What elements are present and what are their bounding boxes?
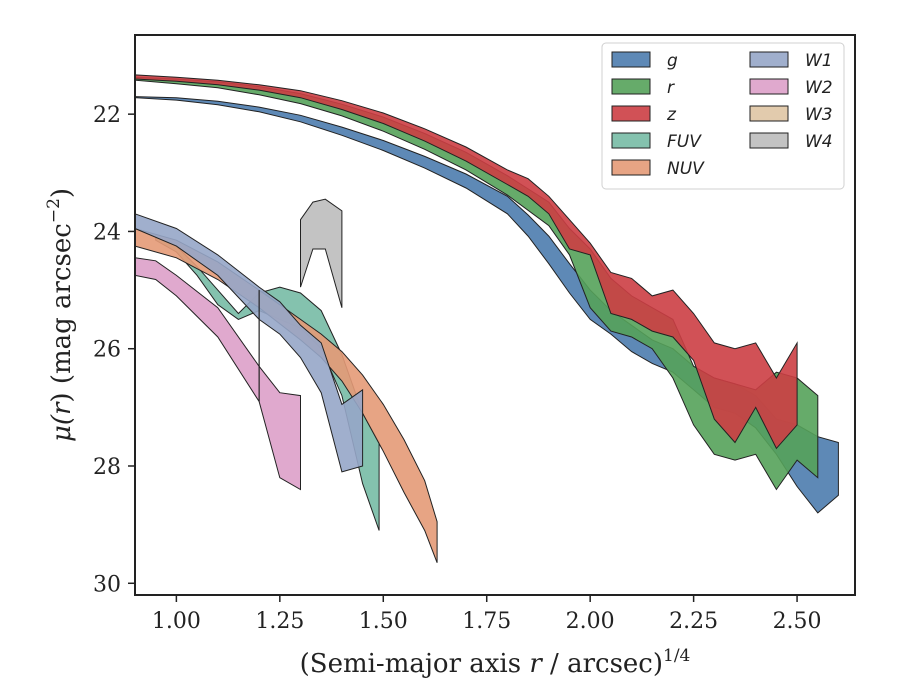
legend-swatch-g — [611, 51, 651, 68]
x-tick-label: 1.00 — [152, 609, 201, 634]
y-tick-label: 30 — [93, 572, 121, 597]
x-tick-label: 2.00 — [566, 609, 615, 634]
x-tick-label: 1.50 — [359, 609, 408, 634]
legend-swatch-z — [611, 105, 651, 122]
band-g — [134, 96, 839, 514]
legend-swatch-w1 — [749, 51, 789, 68]
plot-frame — [134, 34, 856, 596]
x-tick-label: 2.25 — [669, 609, 718, 634]
x-tick-label: 1.75 — [462, 609, 511, 634]
legend-label-nuv: NUV — [667, 159, 705, 179]
y-tick-label: 26 — [93, 338, 121, 363]
legend-swatch-w4 — [749, 132, 789, 149]
y-tick-label: 24 — [93, 220, 121, 245]
x-tick-label: 2.50 — [773, 609, 822, 634]
legend-label-r: r — [667, 78, 675, 98]
band-z — [134, 74, 798, 450]
legend-swatch-w2 — [749, 78, 789, 95]
y-axis-ticks: 22 24 26 28 30 — [93, 103, 135, 597]
x-tick-label: 1.25 — [255, 609, 304, 634]
x-axis-title: (Semi-major axis r / arcsec)1/4 — [300, 646, 691, 679]
legend-swatch-fuv — [611, 132, 651, 149]
band-w4 — [300, 198, 343, 308]
y-axis-title: μ(r) (mag arcsec−2) — [44, 188, 77, 442]
legend-swatch-nuv — [611, 159, 651, 176]
legend-swatch-r — [611, 78, 651, 95]
y-tick-label: 22 — [93, 103, 121, 128]
legend: grz FUV NUV W1 W2 W3 W4 — [601, 42, 845, 190]
legend-label-fuv: FUV — [667, 132, 702, 152]
series-bands — [134, 74, 839, 563]
legend-label-w1: W1 — [805, 51, 833, 71]
band-w2 — [134, 257, 301, 491]
x-axis-ticks: 1.00 1.25 1.50 1.75 2.00 2.25 2.50 — [152, 595, 822, 634]
legend-items: grz FUV NUV W1 W2 W3 W4 — [611, 51, 833, 179]
legend-label-w3: W3 — [805, 105, 833, 125]
legend-swatch-w3 — [749, 105, 789, 122]
legend-label-g: g — [667, 51, 678, 71]
legend-label-z: z — [666, 105, 677, 125]
legend-label-w4: W4 — [805, 132, 833, 152]
legend-label-w2: W2 — [805, 78, 833, 98]
y-tick-label: 28 — [93, 455, 121, 480]
band-w1 — [134, 213, 364, 473]
